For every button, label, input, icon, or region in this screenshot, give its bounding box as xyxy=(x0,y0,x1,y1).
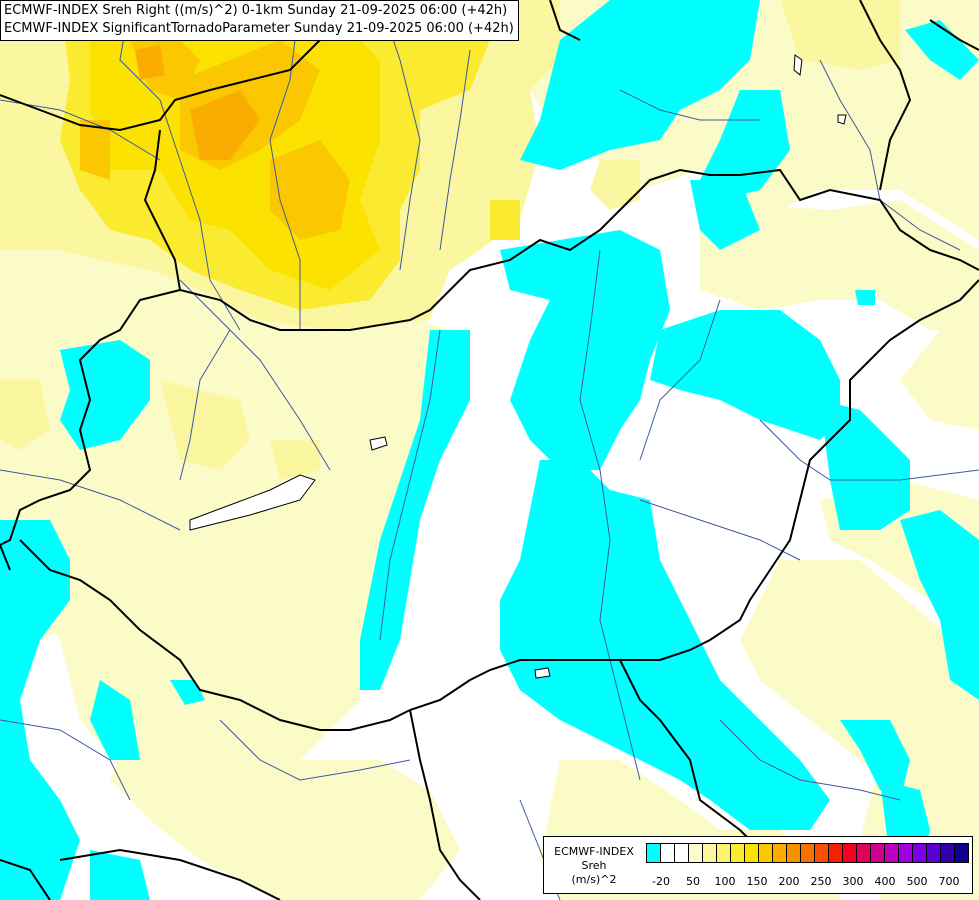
legend-swatch xyxy=(814,843,829,863)
legend-swatch xyxy=(898,843,913,863)
legend-tick-label: 700 xyxy=(938,875,960,888)
map-title-line-2: ECMWF-INDEX SignificantTornadoParameter … xyxy=(4,21,514,36)
legend-tick-label: 300 xyxy=(842,875,864,888)
legend-tick-label: 250 xyxy=(810,875,832,888)
legend-swatch xyxy=(870,843,885,863)
legend-swatch xyxy=(954,843,969,863)
legend-swatch xyxy=(702,843,717,863)
legend-tick-label: 50 xyxy=(686,875,700,888)
legend-swatch xyxy=(716,843,731,863)
sreh-field-orange xyxy=(135,45,260,160)
legend-tick-label: 150 xyxy=(746,875,768,888)
legend-tick-label: 200 xyxy=(778,875,800,888)
legend-swatch xyxy=(786,843,801,863)
legend-swatch xyxy=(660,843,675,863)
legend-swatch xyxy=(800,843,815,863)
legend-swatch xyxy=(912,843,927,863)
legend-tick-label: 500 xyxy=(906,875,928,888)
legend-swatch xyxy=(744,843,759,863)
legend-swatch xyxy=(674,843,689,863)
legend-title-line-3: (m/s)^2 xyxy=(571,873,617,886)
legend-swatch xyxy=(730,843,745,863)
legend-swatch xyxy=(646,843,661,863)
legend-title-line-2: Sreh xyxy=(581,859,607,872)
legend-swatch xyxy=(884,843,899,863)
legend-title: ECMWF-INDEX Sreh (m/s)^2 xyxy=(548,845,640,887)
lakes xyxy=(189,54,847,679)
legend-tick-label: -20 xyxy=(652,875,670,888)
legend-swatch xyxy=(842,843,857,863)
legend-tick-label: 400 xyxy=(874,875,896,888)
legend-tick-label: 100 xyxy=(714,875,736,888)
legend-swatch xyxy=(926,843,941,863)
legend-swatch xyxy=(828,843,843,863)
legend-swatch xyxy=(772,843,787,863)
legend-swatch xyxy=(856,843,871,863)
legend-swatch xyxy=(758,843,773,863)
map-title-line-1: ECMWF-INDEX Sreh Right ((m/s)^2) 0-1km S… xyxy=(4,3,508,18)
legend-title-line-1: ECMWF-INDEX xyxy=(554,845,634,858)
legend-swatch xyxy=(940,843,955,863)
color-legend: ECMWF-INDEX Sreh (m/s)^2 -20 50 100 150 200 2… xyxy=(543,836,973,894)
legend-swatch xyxy=(688,843,703,863)
map-title-box: ECMWF-INDEX Sreh Right ((m/s)^2) 0-1km S… xyxy=(0,0,519,41)
